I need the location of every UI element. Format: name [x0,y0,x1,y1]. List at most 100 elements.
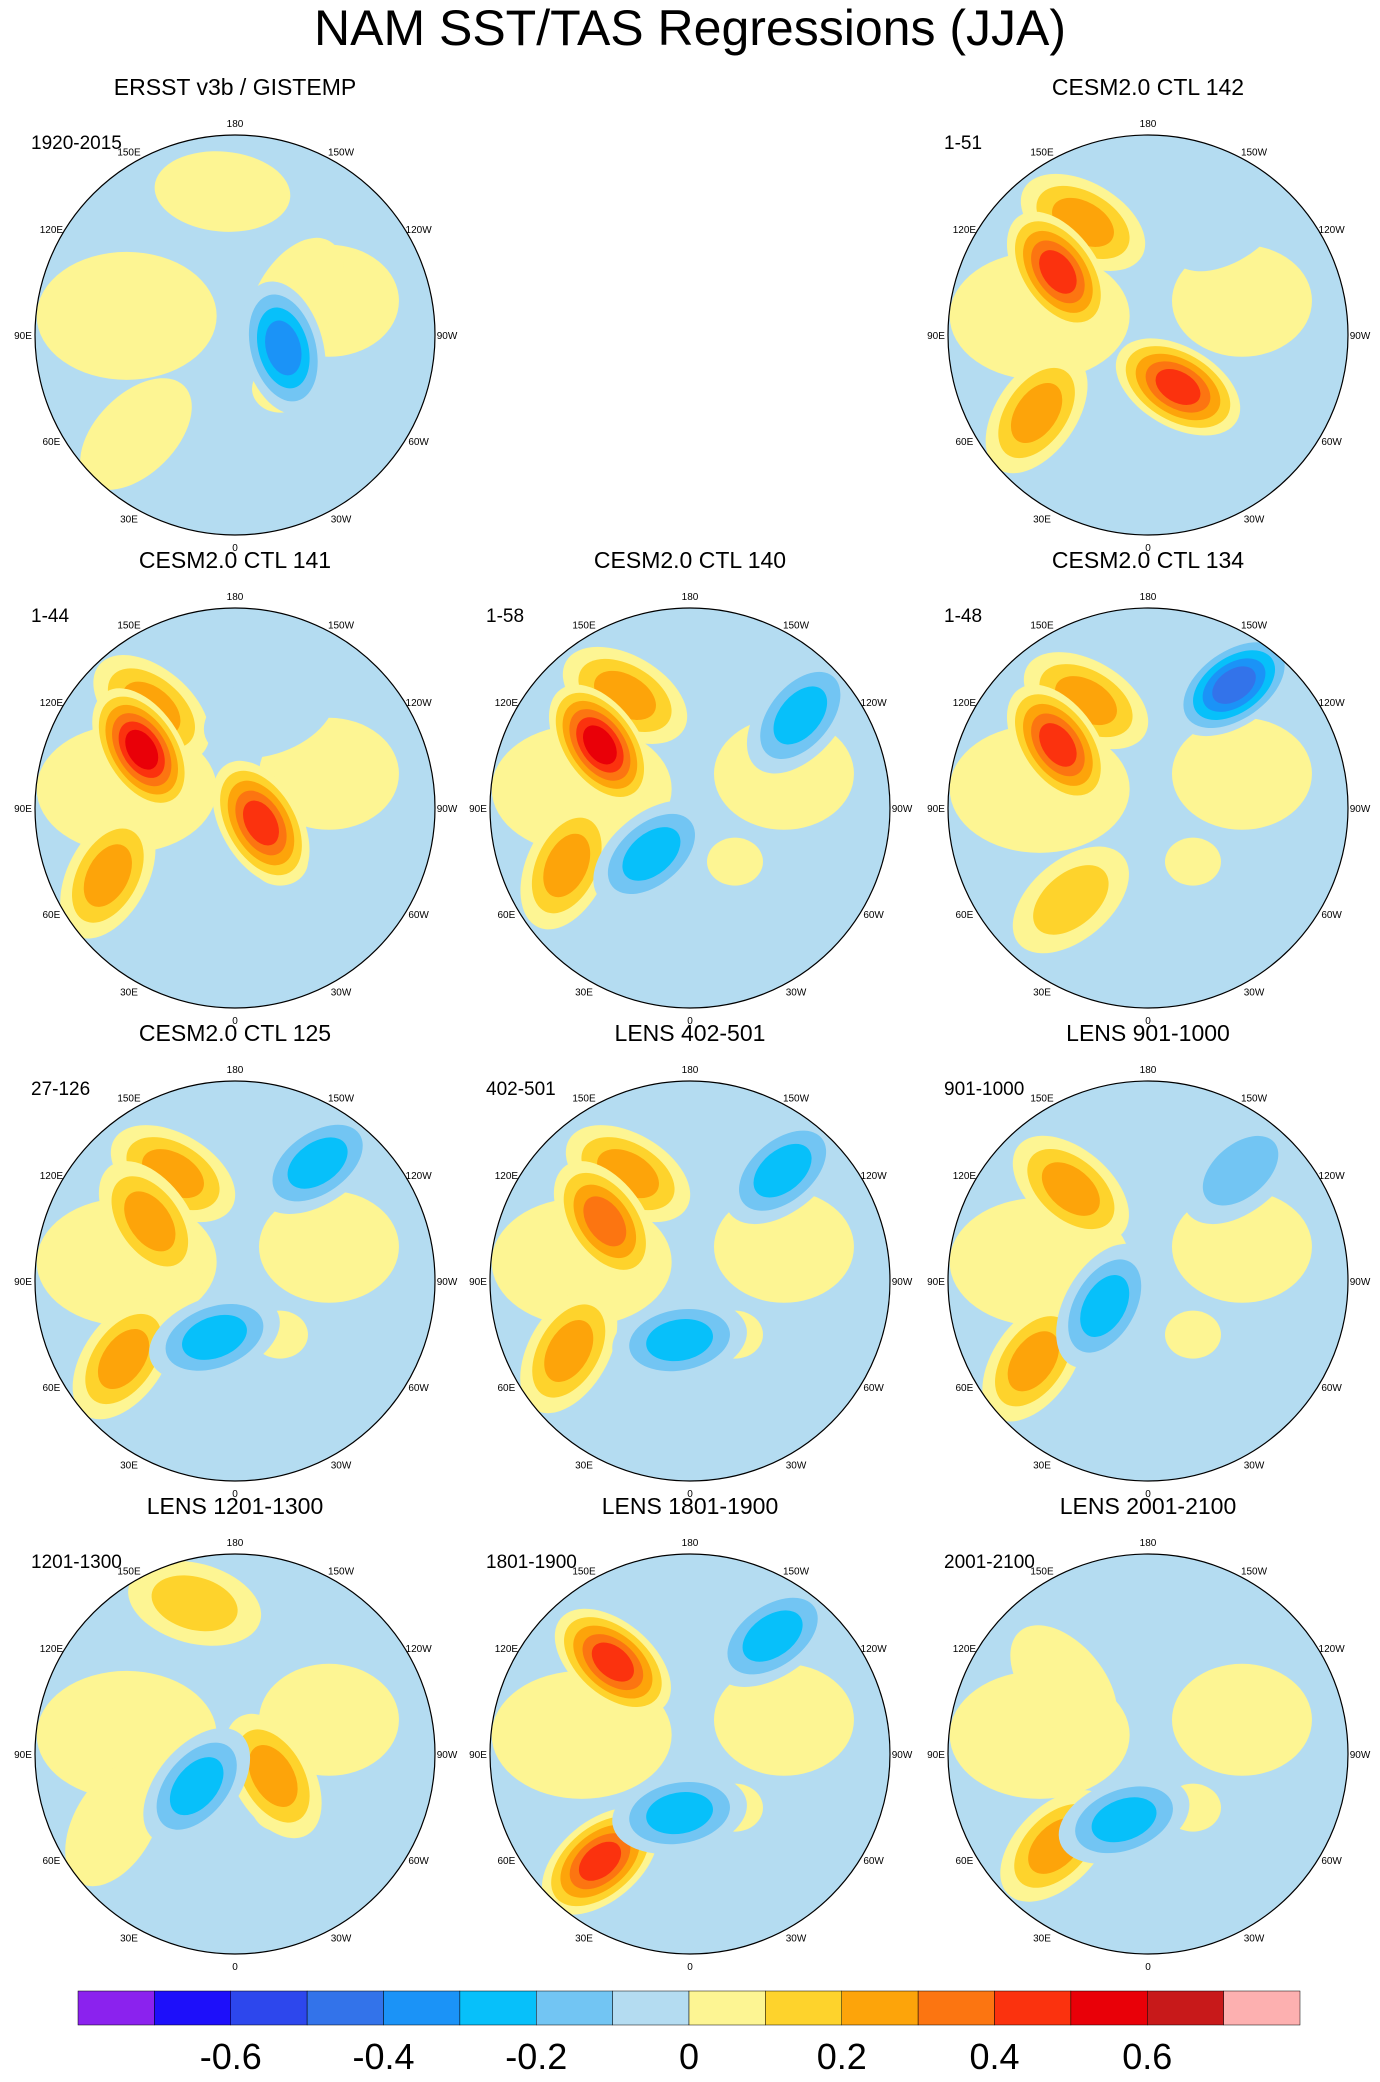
map-field [948,135,1348,535]
longitude-label: 150W [1241,1093,1268,1104]
longitude-label: 90E [927,1750,945,1761]
panel-period: 402-501 [486,1079,556,1100]
anomaly-contour [742,1610,803,1662]
anomaly-contour [1202,1135,1279,1206]
map-panel: CESM2.0 CTL 140 1-58 180 150E 120E 90E 60E 30E 0… [469,547,913,1027]
longitude-label: 180 [682,592,699,603]
longitude-label: 180 [682,1065,699,1076]
longitude-label: 120E [953,698,977,709]
longitude-label: 0 [232,1016,238,1027]
longitude-label: 0 [687,1016,693,1027]
map-panel: CESM2.0 CTL 125 27-126 180 150E 120E 90E 60E 30… [14,1020,458,1500]
panel-title: CESM2.0 CTL 140 [594,547,786,573]
longitude-label: 0 [232,543,238,554]
panel-title: LENS 2001-2100 [1060,1493,1236,1519]
longitude-label: 0 [1145,1962,1151,1973]
longitude-label: 30E [1033,515,1051,526]
colorbar-tick-label: -0.6 [200,2036,262,2077]
longitude-label: 30E [1033,1934,1051,1945]
map-field [35,135,435,535]
panel-title: ERSST v3b / GISTEMP [114,74,356,100]
longitude-label: 90W [1350,1277,1371,1288]
anomaly-contour [544,1320,594,1382]
anomaly-contour [1039,250,1077,294]
longitude-label: 90E [927,804,945,815]
longitude-label: 30E [575,1461,593,1472]
longitude-label: 60E [43,1383,61,1394]
panel-period: 1920-2015 [31,133,122,154]
panel-period: 1801-1900 [486,1552,577,1573]
anomaly-contour [582,725,617,765]
longitude-label: 30W [1244,988,1265,999]
longitude-label: 60W [408,1856,429,1867]
anomaly-contour [646,1319,713,1362]
longitude-label: 30E [1033,1461,1051,1472]
panel-title: LENS 901-1000 [1066,1020,1230,1046]
longitude-label: 60E [956,1856,974,1867]
panel-period: 2001-2100 [944,1552,1035,1573]
land-region [1171,1663,1312,1776]
anomaly-contour [124,1191,176,1252]
map-field [490,608,890,1008]
anomaly-contour [1033,865,1109,935]
longitude-label: 150W [1241,147,1268,158]
map-border [947,134,1349,536]
colorbar-swatch [1223,1990,1301,2026]
map-border [34,607,436,1009]
longitude-label: 150E [117,1093,141,1104]
longitude-label: 30E [1033,988,1051,999]
longitude-label: 120E [40,1171,64,1182]
longitude-label: 120E [953,1171,977,1182]
map-border [489,1553,891,1955]
longitude-label: 150W [783,620,810,631]
longitude-label: 30E [120,1934,138,1945]
anomaly-contour [182,1314,247,1360]
map-field [35,1081,435,1481]
longitude-label: 60W [863,1383,884,1394]
longitude-label: 90E [469,1277,487,1288]
longitude-label: 150E [1030,620,1054,631]
map-border [947,607,1349,1009]
longitude-label: 60W [408,910,429,921]
longitude-label: 60W [863,1856,884,1867]
anomaly-contour [1155,368,1201,405]
anomaly-contour [154,151,291,232]
anomaly-contour [1168,169,1289,272]
colorbar-swatch [230,1990,308,2026]
longitude-label: 150W [783,1566,810,1577]
map-panel: LENS 402-501 402-501 180 150E 120E 90E 60E 30E 0… [469,1020,913,1500]
anomaly-contour [1039,723,1077,767]
longitude-label: 150E [117,620,141,631]
land-region [1164,837,1221,886]
map-border [947,1553,1349,1955]
anomaly-contour [622,827,681,881]
longitude-label: 60E [498,1856,516,1867]
longitude-label: 120W [406,225,433,236]
panel-period: 1201-1300 [31,1552,122,1573]
anomaly-contour [169,1757,224,1816]
longitude-label: 180 [227,592,244,603]
map-field [948,608,1348,1008]
panel-period: 1-58 [486,606,524,627]
colorbar-swatch [154,1990,231,2026]
longitude-label: 30E [575,988,593,999]
colorbar-tick-label: -0.4 [352,2036,414,2077]
anomaly-contour [80,378,192,490]
land-region [258,1190,399,1303]
colorbar-swatch [917,1990,995,2026]
longitude-label: 180 [1140,592,1157,603]
longitude-label: 150E [572,1093,596,1104]
longitude-label: 0 [687,1489,693,1500]
map-border [489,607,891,1009]
anomaly-contour [265,320,302,376]
longitude-label: 60E [43,437,61,448]
panel-title: LENS 402-501 [615,1020,766,1046]
longitude-label: 120W [1319,1644,1346,1655]
longitude-label: 30W [331,988,352,999]
longitude-label: 30E [120,988,138,999]
colorbar-swatch [383,1990,461,2026]
anomaly-contour [646,1792,713,1835]
longitude-label: 60W [408,1383,429,1394]
colorbar-tick-label: 0.2 [817,2036,867,2077]
longitude-label: 90W [1350,331,1371,342]
